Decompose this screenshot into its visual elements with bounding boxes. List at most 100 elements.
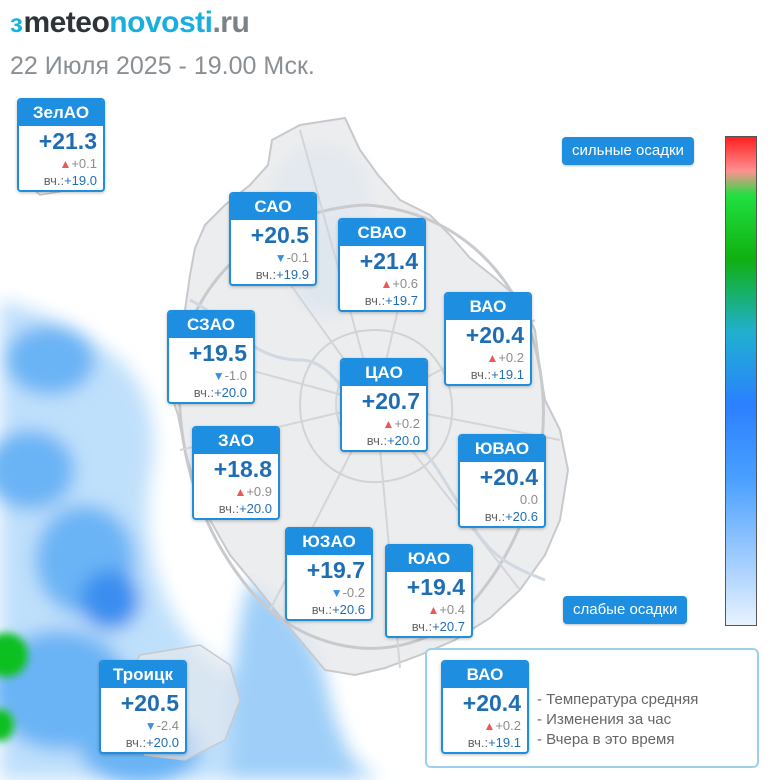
hourly-change-value: -0.1 [286, 250, 309, 265]
yesterday-value: +19.1 [488, 735, 521, 750]
district-name: ЦАО [342, 360, 426, 386]
yesterday-temperature: вч.:+20.0 [194, 500, 278, 518]
yesterday-temperature: вч.:+19.9 [231, 266, 315, 284]
yesterday-value: +20.0 [214, 385, 247, 400]
arrow-down-icon: ▼ [212, 369, 225, 383]
legend-box: ВАО +20.4 ▲+0.2 вч.:+19.1 - Температура … [425, 648, 759, 768]
arrow-up-icon: ▲ [234, 485, 247, 499]
yesterday-temperature: вч.:+20.6 [460, 508, 544, 526]
district-name: ЮЗАО [287, 529, 371, 555]
scale-label-heavy: сильные осадки [562, 137, 694, 165]
precip-cell-4 [0, 630, 130, 750]
district-card-zelao: ЗелАО +21.3 ▲+0.1 вч.:+19.0 [17, 98, 105, 192]
yesterday-temperature: вч.:+19.1 [443, 734, 527, 752]
yesterday-temperature: вч.:+20.0 [342, 432, 426, 450]
legend-descriptions: - Температура средняя - Изменения за час… [537, 690, 698, 750]
yesterday-prefix: вч.: [470, 367, 492, 382]
hourly-change: ▼-0.1 [231, 249, 315, 266]
hourly-change: ▲+0.6 [340, 275, 424, 292]
hourly-change-value: +0.1 [71, 156, 97, 171]
hourly-change-value: +0.4 [439, 602, 465, 617]
district-card-yuao: ЮАО +19.4 ▲+0.4 вч.:+20.7 [385, 544, 473, 638]
legend-sample-card: ВАО +20.4 ▲+0.2 вч.:+19.1 [441, 660, 529, 754]
ttk-ring [298, 328, 454, 484]
yesterday-value: +19.0 [64, 173, 97, 188]
yesterday-value: +19.1 [491, 367, 524, 382]
district-card-sao: САО +20.5 ▼-0.1 вч.:+19.9 [229, 192, 317, 286]
hourly-change: ▲+0.9 [194, 483, 278, 500]
district-temperature: +21.3 [38, 128, 97, 154]
yesterday-prefix: вч.: [43, 173, 65, 188]
yesterday-temperature: вч.:+20.7 [387, 618, 471, 636]
district-name: ЗАО [194, 428, 278, 454]
hourly-change: ▲+0.2 [342, 415, 426, 432]
hourly-change: ▼-0.2 [287, 584, 371, 601]
district-card-troitsk: Троицк +20.5 ▼-2.4 вч.:+20.0 [99, 660, 187, 754]
yesterday-temperature: вч.:+19.0 [19, 172, 103, 190]
hourly-change-value: -0.2 [342, 585, 365, 600]
district-card-yuvao: ЮВАО +20.4 0.0 вч.:+20.6 [458, 434, 546, 528]
yesterday-value: +20.6 [505, 509, 538, 524]
precip-cell-6 [80, 570, 140, 630]
yesterday-temperature: вч.:+20.0 [101, 734, 185, 752]
logo-text-novosti: novosti [109, 6, 213, 39]
yesterday-prefix: вч.: [311, 602, 333, 617]
precip-cell-1 [5, 325, 95, 395]
hourly-change-value: +0.2 [498, 350, 524, 365]
hourly-change-value: +0.6 [392, 276, 418, 291]
yesterday-prefix: вч.: [255, 267, 277, 282]
logo-text-ru: .ru [212, 6, 250, 39]
yesterday-prefix: вч.: [125, 735, 147, 750]
legend-line-hourly-change: - Изменения за час [537, 711, 672, 728]
hourly-change: ▲+0.2 [446, 349, 530, 366]
yesterday-prefix: вч.: [411, 619, 433, 634]
district-name: САО [231, 194, 315, 220]
hourly-change-value: -1.0 [224, 368, 247, 383]
site-logo[interactable]: ɜmeteonovosti.ru [10, 6, 250, 40]
district-name: Троицк [101, 662, 185, 688]
precipitation-heavy [0, 633, 28, 741]
district-card-vao: ВАО +20.4 ▲+0.2 вч.:+19.1 [444, 292, 532, 386]
yesterday-value: +20.0 [239, 501, 272, 516]
arrow-up-icon: ▲ [59, 157, 72, 171]
district-name: ЮАО [387, 546, 471, 572]
arrow-up-icon: ▲ [483, 719, 496, 733]
district-temperature: +21.4 [359, 248, 418, 274]
hourly-change: ▲+0.2 [443, 717, 527, 734]
precip-area-sw [230, 580, 360, 780]
scale-label-light: слабые осадки [563, 596, 688, 624]
district-temperature: +18.8 [213, 456, 272, 482]
district-temperature: +19.7 [306, 557, 365, 583]
yesterday-temperature: вч.:+19.1 [446, 366, 530, 384]
legend-line-yesterday: - Вчера в это время [537, 731, 675, 748]
yesterday-value: +20.0 [146, 735, 179, 750]
district-name: ВАО [446, 294, 530, 320]
district-name: СЗАО [169, 312, 253, 338]
district-temperature: +20.4 [479, 464, 538, 490]
district-temperature: +19.4 [406, 574, 465, 600]
precipitation-scale-bar [725, 136, 757, 626]
yesterday-temperature: вч.:+19.7 [340, 292, 424, 310]
hourly-change-value: 0.0 [519, 492, 538, 507]
hourly-change: ▼-1.0 [169, 367, 253, 384]
district-card-yuzao: ЮЗАО +19.7 ▼-0.2 вч.:+20.6 [285, 527, 373, 621]
arrow-up-icon: ▲ [380, 277, 393, 291]
yesterday-value: +19.9 [276, 267, 309, 282]
district-card-cao: ЦАО +20.7 ▲+0.2 вч.:+20.0 [340, 358, 428, 452]
arrow-down-icon: ▼ [144, 719, 157, 733]
district-name: ЗелАО [19, 100, 103, 126]
logo-mark: ɜ [10, 8, 23, 38]
arrow-down-icon: ▼ [330, 586, 343, 600]
hourly-change: ▼-2.4 [101, 717, 185, 734]
yesterday-value: +20.6 [332, 602, 365, 617]
district-name: ЮВАО [460, 436, 544, 462]
yesterday-prefix: вч.: [193, 385, 215, 400]
yesterday-prefix: вч.: [366, 433, 388, 448]
arrow-up-icon: ▲ [486, 351, 499, 365]
district-name: СВАО [340, 220, 424, 246]
hourly-change-value: +0.9 [246, 484, 272, 499]
arrow-up-icon: ▲ [427, 603, 440, 617]
yesterday-prefix: вч.: [467, 735, 489, 750]
district-temperature: +20.5 [250, 222, 309, 248]
map-timestamp: 22 Июля 2025 - 19.00 Мск. [10, 52, 315, 80]
